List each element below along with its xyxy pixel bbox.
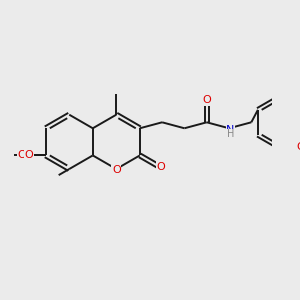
Text: O: O xyxy=(296,142,300,152)
Text: O: O xyxy=(202,95,211,105)
Text: N: N xyxy=(226,124,235,135)
Text: O: O xyxy=(17,150,26,161)
Text: O: O xyxy=(157,162,165,172)
Text: O: O xyxy=(25,150,33,161)
Text: H: H xyxy=(227,129,234,139)
Text: O: O xyxy=(112,165,121,176)
